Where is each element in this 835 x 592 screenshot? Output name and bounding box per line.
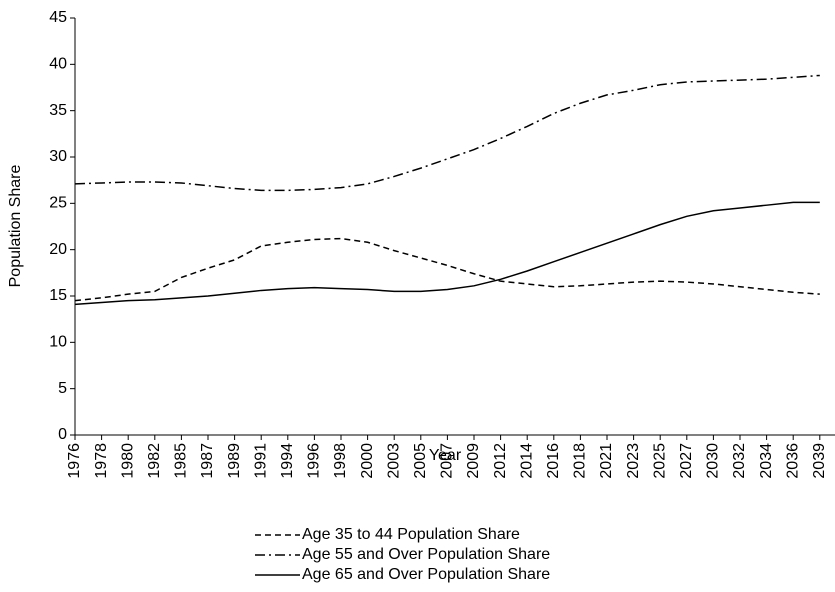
x-tick-label: 2032 (731, 443, 748, 479)
x-tick-label: 2016 (545, 443, 562, 479)
x-tick-label: 1987 (199, 443, 216, 479)
x-tick-label: 1982 (146, 443, 163, 479)
x-tick-label: 1978 (93, 443, 110, 479)
x-tick-label: 2003 (385, 443, 402, 479)
series-line (74, 74, 820, 192)
y-axis-label: Population Share (7, 165, 24, 288)
x-tick-label: 1994 (279, 443, 296, 479)
y-tick-label: 40 (49, 56, 67, 73)
x-tick-label: 2000 (359, 443, 376, 479)
x-tick-label: 1998 (332, 443, 349, 479)
x-tick-label: 2018 (572, 443, 589, 479)
x-tick-label: 1985 (173, 443, 190, 479)
y-tick-label: 10 (49, 334, 67, 351)
x-tick-label: 2014 (518, 443, 535, 479)
y-tick-label: 0 (58, 426, 67, 443)
x-axis-label: Year (429, 447, 462, 464)
legend-label: Age 55 and Over Population Share (302, 546, 550, 563)
x-tick-label: 2034 (758, 443, 775, 479)
x-tick-label: 2012 (492, 443, 509, 479)
y-tick-label: 45 (49, 9, 67, 26)
legend-label: Age 35 to 44 Population Share (302, 526, 520, 543)
x-tick-label: 2009 (465, 443, 482, 479)
x-tick-label: 1989 (226, 443, 243, 479)
x-tick-label: 1991 (252, 443, 269, 479)
x-tick-label: 2023 (625, 443, 642, 479)
y-tick-label: 20 (49, 241, 67, 258)
y-tick-label: 5 (58, 380, 67, 397)
x-tick-label: 2005 (412, 443, 429, 479)
series-line (74, 237, 820, 302)
x-tick-label: 1976 (66, 443, 83, 479)
legend-label: Age 65 and Over Population Share (302, 566, 550, 583)
y-tick-label: 35 (49, 102, 67, 119)
y-tick-label: 30 (49, 148, 67, 165)
x-tick-label: 2036 (784, 443, 801, 479)
y-tick-label: 15 (49, 287, 67, 304)
y-tick-label: 25 (49, 195, 67, 212)
x-tick-label: 2025 (651, 443, 668, 479)
x-tick-label: 2007 (439, 443, 456, 479)
series-line (74, 201, 820, 306)
x-tick-label: 1980 (119, 443, 136, 479)
x-tick-label: 2039 (811, 443, 828, 479)
x-tick-label: 1996 (306, 443, 323, 479)
x-tick-label: 2030 (705, 443, 722, 479)
x-tick-label: 2027 (678, 443, 695, 479)
x-tick-label: 2021 (598, 443, 615, 479)
